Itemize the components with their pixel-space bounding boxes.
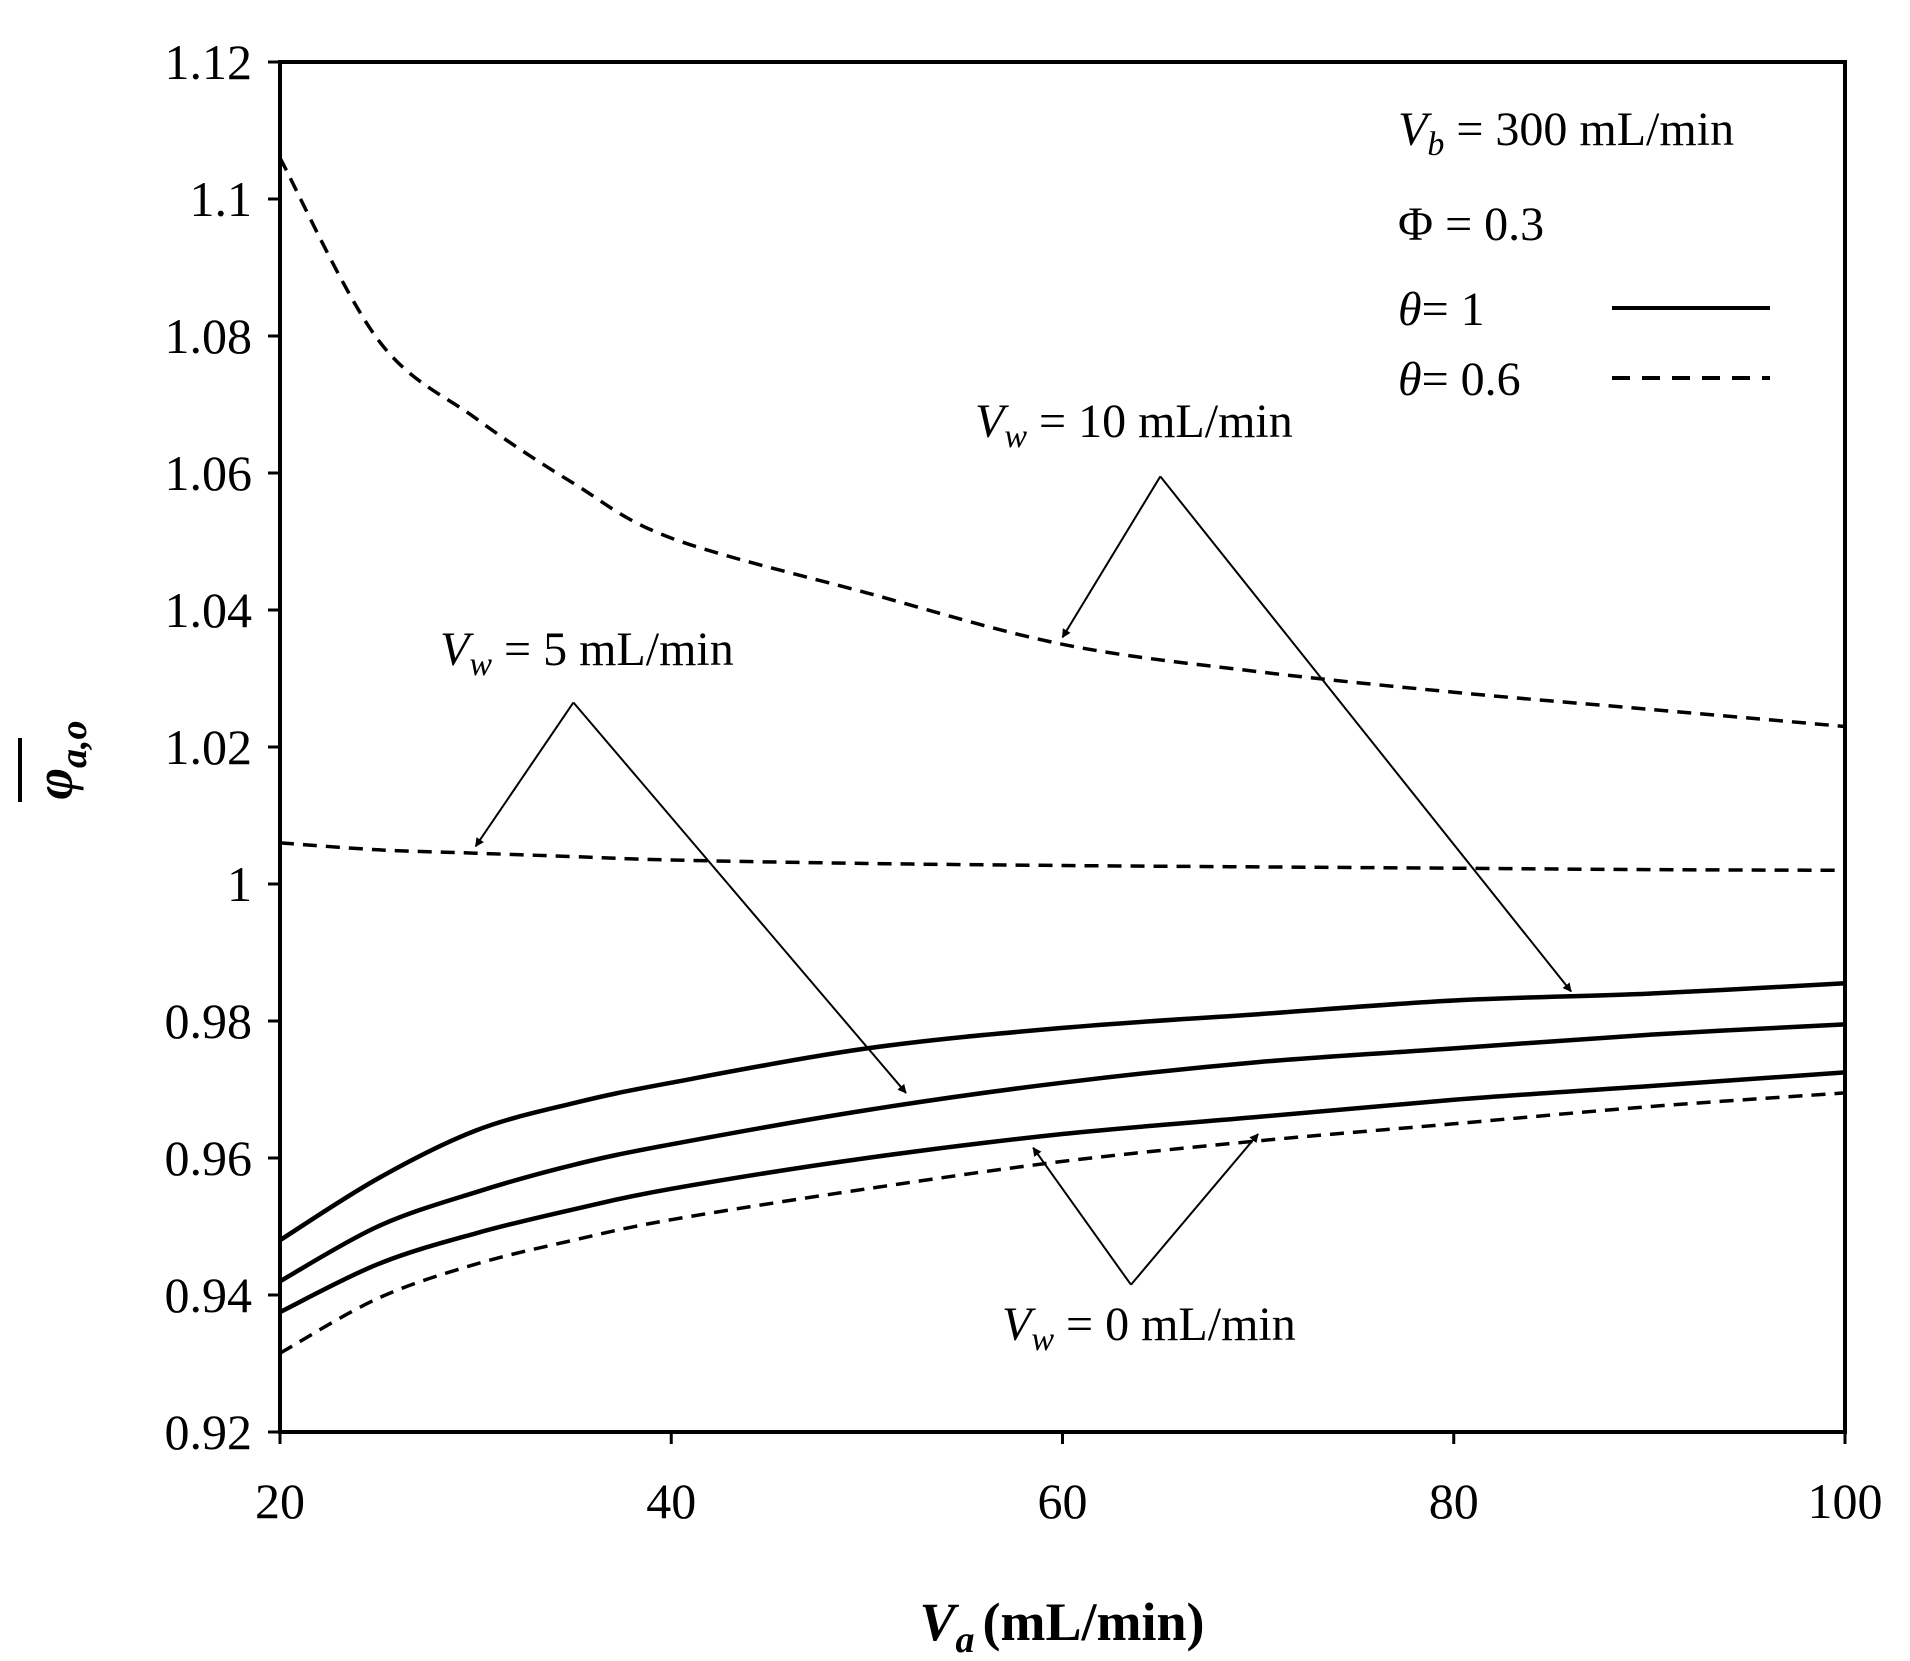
y-tick-label: 1.02 <box>165 719 253 775</box>
legend: Vb = 300 mL/min Φ = 0.3 θ= 1 θ= 0.6 <box>1398 103 1770 406</box>
y-tick-label: 0.98 <box>165 993 253 1049</box>
annotation-arrow-vw5-2 <box>572 701 907 1094</box>
y-axis-subscript: a,o <box>53 720 95 768</box>
y-tick-label: 1 <box>227 856 252 912</box>
annotation-arrow-vw10-1 <box>1061 475 1162 639</box>
legend-vb: Vb = 300 mL/min <box>1398 103 1734 163</box>
legend-theta-1: θ= 1 <box>1398 283 1485 336</box>
x-axis-title: Va (mL/min) <box>919 1592 1204 1661</box>
series-line-3 <box>279 1070 1846 1315</box>
annotation-arrow-vw0-1 <box>1032 1146 1132 1286</box>
annotation-vw5-rest: = 5 mL/min <box>492 623 734 676</box>
y-tick-label: 1.12 <box>165 34 253 90</box>
x-tick-label: 40 <box>646 1473 696 1529</box>
x-tick-label: 80 <box>1429 1473 1479 1529</box>
x-axis-symbol: V <box>919 1592 959 1652</box>
annotation-vw10-rest: = 10 mL/min <box>1027 395 1293 448</box>
y-tick-label: 1.04 <box>165 582 253 638</box>
legend-vb-rest: = 300 mL/min <box>1444 103 1734 156</box>
annotation-vw0-sub: w <box>1031 1321 1054 1358</box>
y-axis-title: φa,o <box>18 720 95 802</box>
annotation-vw10-symbol: V <box>975 395 1009 448</box>
annotation-vw0-rest: = 0 mL/min <box>1054 1298 1296 1351</box>
x-axis-units: (mL/min) <box>983 1592 1205 1652</box>
plot-frame <box>278 60 1847 1434</box>
series-layer <box>278 157 1846 1355</box>
series-line-4 <box>279 1091 1846 1355</box>
annotation-vw5: Vw = 5 mL/min <box>440 623 734 683</box>
y-tick-label: 1.1 <box>190 171 253 227</box>
legend-theta-06-rest: = 0.6 <box>1422 353 1521 406</box>
series-line-1 <box>278 981 1846 1243</box>
svg-text:φa,o: φa,o <box>24 720 95 799</box>
y-tick-label: 1.08 <box>165 308 253 364</box>
legend-vb-symbol: V <box>1398 103 1432 156</box>
annotation-arrow-vw5-1 <box>474 701 575 848</box>
series-line-5 <box>279 841 1846 873</box>
legend-theta-06-symbol: θ <box>1398 353 1422 406</box>
annotation-vw0-symbol: V <box>1002 1298 1036 1351</box>
legend-phi: Φ = 0.3 <box>1398 198 1544 251</box>
y-tick-label: 0.94 <box>165 1267 253 1323</box>
y-tick-label: 0.96 <box>165 1130 253 1186</box>
annotation-arrow-vw0-2 <box>1130 1133 1259 1286</box>
y-tick-label: 1.06 <box>165 445 253 501</box>
annotation-vw5-sub: w <box>469 646 492 683</box>
series-line-2 <box>278 1022 1846 1284</box>
x-tick-label: 100 <box>1808 1473 1883 1529</box>
x-axis-subscript: a <box>956 1619 975 1661</box>
annotation-vw0: Vw = 0 mL/min <box>1002 1298 1296 1358</box>
x-axis: 20 40 60 80 100 <box>255 1432 1883 1529</box>
y-tick-label: 0.92 <box>165 1404 253 1460</box>
annotation-arrow-vw10-2 <box>1159 475 1572 993</box>
legend-vb-sub: b <box>1427 126 1444 163</box>
legend-theta-06: θ= 0.6 <box>1398 353 1521 406</box>
x-tick-label: 60 <box>1038 1473 1088 1529</box>
annotation-vw10-sub: w <box>1004 418 1027 455</box>
annotation-arrows <box>474 475 1572 1286</box>
annotation-vw5-symbol: V <box>440 623 474 676</box>
x-tick-label: 20 <box>255 1473 305 1529</box>
y-axis-symbol: φ <box>24 768 84 800</box>
legend-theta-1-symbol: θ <box>1398 283 1422 336</box>
annotation-vw10: Vw = 10 mL/min <box>975 395 1293 455</box>
legend-theta-1-rest: = 1 <box>1422 283 1485 336</box>
y-axis: 0.92 0.94 0.96 0.98 1 1.02 1.04 1.06 1.08 1.1 1.12 <box>165 34 280 1460</box>
